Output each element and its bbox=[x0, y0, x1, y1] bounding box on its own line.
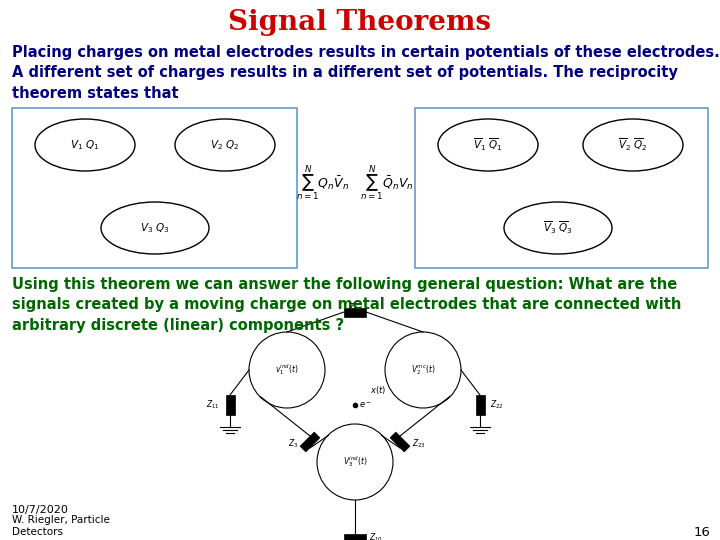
Text: $v_1^{ind}(t)$: $v_1^{ind}(t)$ bbox=[275, 362, 299, 377]
Text: $Z_{23}$: $Z_{23}$ bbox=[412, 437, 426, 450]
Ellipse shape bbox=[438, 119, 538, 171]
Text: $\overline{V}_2\ \overline{Q}_2$: $\overline{V}_2\ \overline{Q}_2$ bbox=[618, 137, 648, 153]
Text: Signal Theorems: Signal Theorems bbox=[228, 9, 492, 36]
Text: $V_2\ Q_2$: $V_2\ Q_2$ bbox=[210, 138, 240, 152]
Text: $V_1\ Q_1$: $V_1\ Q_1$ bbox=[71, 138, 100, 152]
Bar bbox=[12, 108, 297, 268]
Bar bbox=[475, 395, 485, 415]
Text: $Z_{12}$: $Z_{12}$ bbox=[348, 301, 362, 314]
Ellipse shape bbox=[385, 332, 461, 408]
Ellipse shape bbox=[175, 119, 275, 171]
Ellipse shape bbox=[249, 332, 325, 408]
Ellipse shape bbox=[101, 202, 209, 254]
Text: $V_3\ Q_3$: $V_3\ Q_3$ bbox=[140, 221, 170, 235]
Ellipse shape bbox=[504, 202, 612, 254]
Text: $x(t)$: $x(t)$ bbox=[370, 384, 386, 396]
Text: $Z_3$: $Z_3$ bbox=[287, 437, 298, 450]
Text: $e^-$: $e^-$ bbox=[359, 400, 372, 410]
Bar bbox=[390, 432, 410, 452]
Text: Using this theorem we can answer the following general question: What are the
si: Using this theorem we can answer the fol… bbox=[12, 277, 681, 333]
Text: $V_2^{mc}(t)$: $V_2^{mc}(t)$ bbox=[410, 363, 436, 377]
Ellipse shape bbox=[317, 424, 393, 500]
Text: $\sum_{n=1}^{N} Q_n \bar{V}_n \quad \sum_{n=1}^{N} \bar{Q}_n V_n$: $\sum_{n=1}^{N} Q_n \bar{V}_n \quad \sum… bbox=[296, 163, 414, 203]
Ellipse shape bbox=[35, 119, 135, 171]
Text: 10/7/2020: 10/7/2020 bbox=[12, 505, 69, 515]
Bar bbox=[415, 108, 708, 268]
Bar bbox=[344, 307, 366, 316]
Text: $Z_{22}$: $Z_{22}$ bbox=[490, 399, 504, 411]
Text: $\overline{V}_3\ \overline{Q}_3$: $\overline{V}_3\ \overline{Q}_3$ bbox=[543, 220, 573, 236]
Bar bbox=[300, 432, 320, 452]
Ellipse shape bbox=[583, 119, 683, 171]
Text: $Z_{10}$: $Z_{10}$ bbox=[369, 532, 383, 540]
Text: W. Riegler, Particle
Detectors: W. Riegler, Particle Detectors bbox=[12, 515, 110, 537]
Text: 16: 16 bbox=[693, 525, 710, 538]
Bar bbox=[344, 534, 366, 540]
Text: $\overline{V}_1\ \overline{Q}_1$: $\overline{V}_1\ \overline{Q}_1$ bbox=[473, 137, 503, 153]
Text: Placing charges on metal electrodes results in certain potentials of these elect: Placing charges on metal electrodes resu… bbox=[12, 45, 720, 101]
Text: $V_3^{ind}(t)$: $V_3^{ind}(t)$ bbox=[343, 455, 367, 469]
Bar bbox=[225, 395, 235, 415]
Text: $Z_{11}$: $Z_{11}$ bbox=[207, 399, 220, 411]
